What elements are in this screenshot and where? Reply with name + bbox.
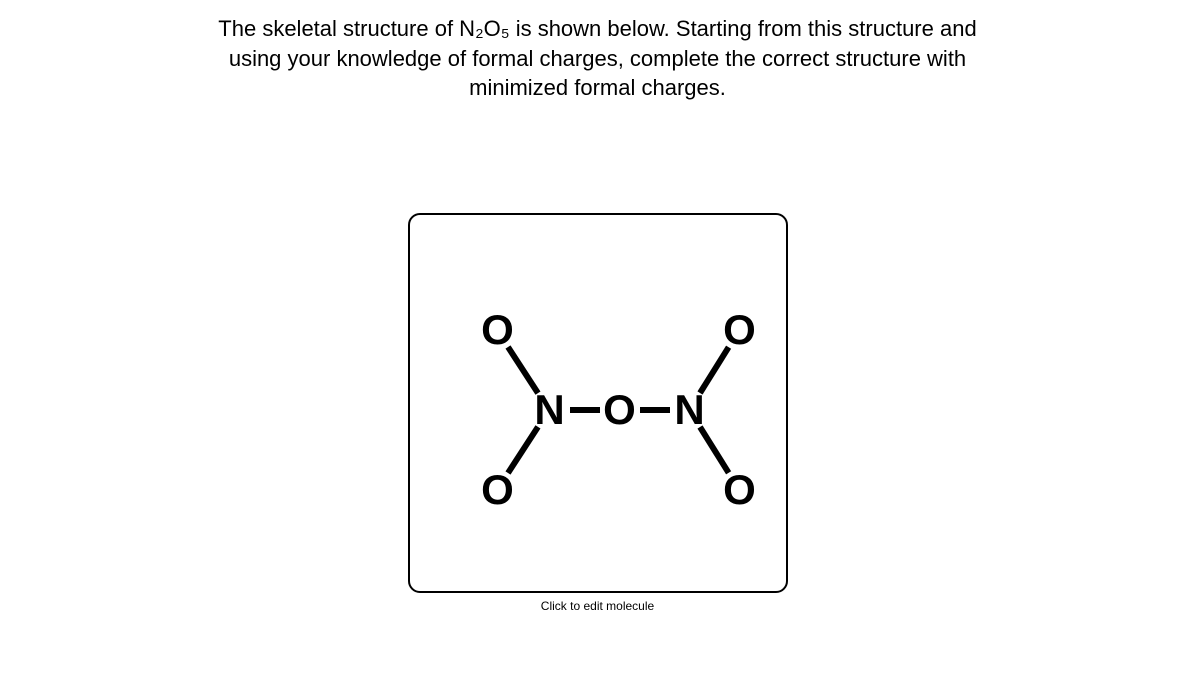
atom-O: O xyxy=(481,469,514,511)
atom-O: O xyxy=(603,389,636,431)
molecule-editor: OONONOO Click to edit molecule xyxy=(408,213,788,613)
editor-hint: Click to edit molecule xyxy=(408,599,788,613)
bond xyxy=(640,407,670,413)
atom-N: N xyxy=(534,389,564,431)
prompt-line-1: The skeletal structure of N₂O₅ is shown … xyxy=(198,14,998,44)
atom-O: O xyxy=(723,309,756,351)
prompt-line-2: using your knowledge of formal charges, … xyxy=(198,44,998,74)
molecule-canvas[interactable]: OONONOO xyxy=(408,213,788,593)
atom-O: O xyxy=(723,469,756,511)
atom-O: O xyxy=(481,309,514,351)
bond xyxy=(570,407,600,413)
atom-N: N xyxy=(674,389,704,431)
prompt-line-3: minimized formal charges. xyxy=(198,73,998,103)
question-prompt: The skeletal structure of N₂O₅ is shown … xyxy=(198,0,998,103)
